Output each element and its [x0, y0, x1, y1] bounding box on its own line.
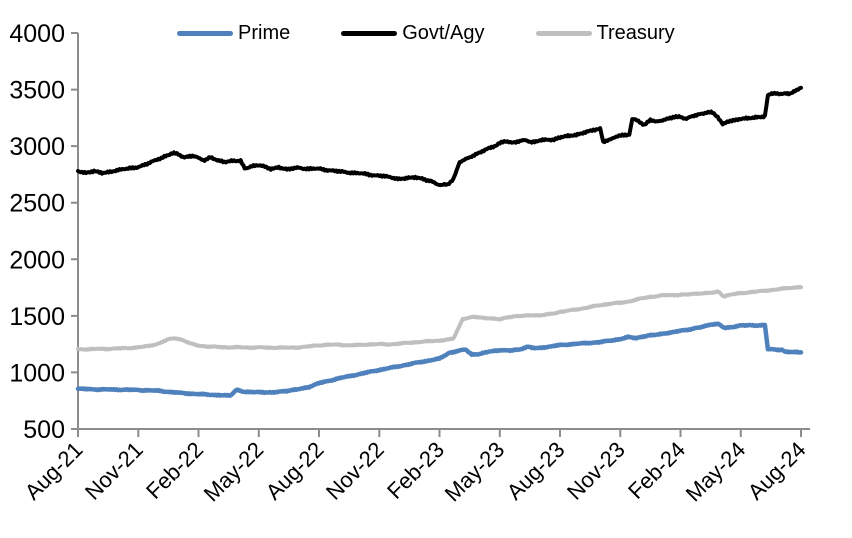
govt-agy-series-line: [76, 85, 803, 188]
x-axis-tick-label: Aug-24: [743, 437, 811, 505]
x-axis-tick-label: Nov-22: [321, 437, 389, 505]
prime-series-line: [75, 321, 804, 398]
chart-legend: Prime Govt/Agy Treasury: [177, 21, 675, 45]
treasury-legend-label: Treasury: [596, 21, 675, 44]
x-axis-tick-label: Aug-23: [502, 437, 570, 505]
prime-line-swatch: [177, 30, 233, 36]
x-axis-tick-label: Aug-21: [20, 437, 88, 505]
govt-agy-line-swatch: [341, 30, 398, 36]
legend-item-prime: Prime: [177, 22, 290, 45]
x-axis-tick-label: Aug-22: [261, 437, 329, 505]
y-axis-tick-label: 2000: [9, 246, 65, 274]
x-axis-tick-label: May-23: [440, 437, 510, 507]
x-axis-tick-label: May-22: [199, 437, 269, 507]
treasury-line-swatch: [535, 30, 592, 36]
x-axis-tick-label: Feb-22: [141, 437, 208, 504]
y-axis-tick-label: 3000: [9, 133, 65, 161]
x-axis-tick-label: Nov-21: [80, 437, 148, 505]
prime-legend-label: Prime: [238, 21, 291, 44]
y-axis-tick-label: 4000: [9, 20, 65, 48]
legend-item-govt-agy: Govt/Agy: [341, 21, 485, 45]
y-axis-tick-label: 1500: [9, 303, 65, 331]
x-axis-tick-label: May-24: [681, 437, 751, 507]
x-axis-tick-label: Nov-23: [562, 437, 630, 505]
legend-item-treasury: Treasury: [535, 21, 675, 45]
govt-agy-legend-label: Govt/Agy: [402, 21, 485, 44]
x-axis-tick-label: Feb-24: [623, 437, 690, 504]
y-axis-tick-label: 1000: [9, 359, 65, 387]
axes: [71, 32, 810, 437]
y-axis-tick-label: 2500: [9, 190, 65, 218]
treasury-series-line: [76, 284, 803, 352]
y-axis-tick-label: 3500: [9, 77, 65, 105]
y-axis-tick-label: 500: [23, 416, 65, 444]
x-axis-tick-label: Feb-23: [382, 437, 449, 504]
